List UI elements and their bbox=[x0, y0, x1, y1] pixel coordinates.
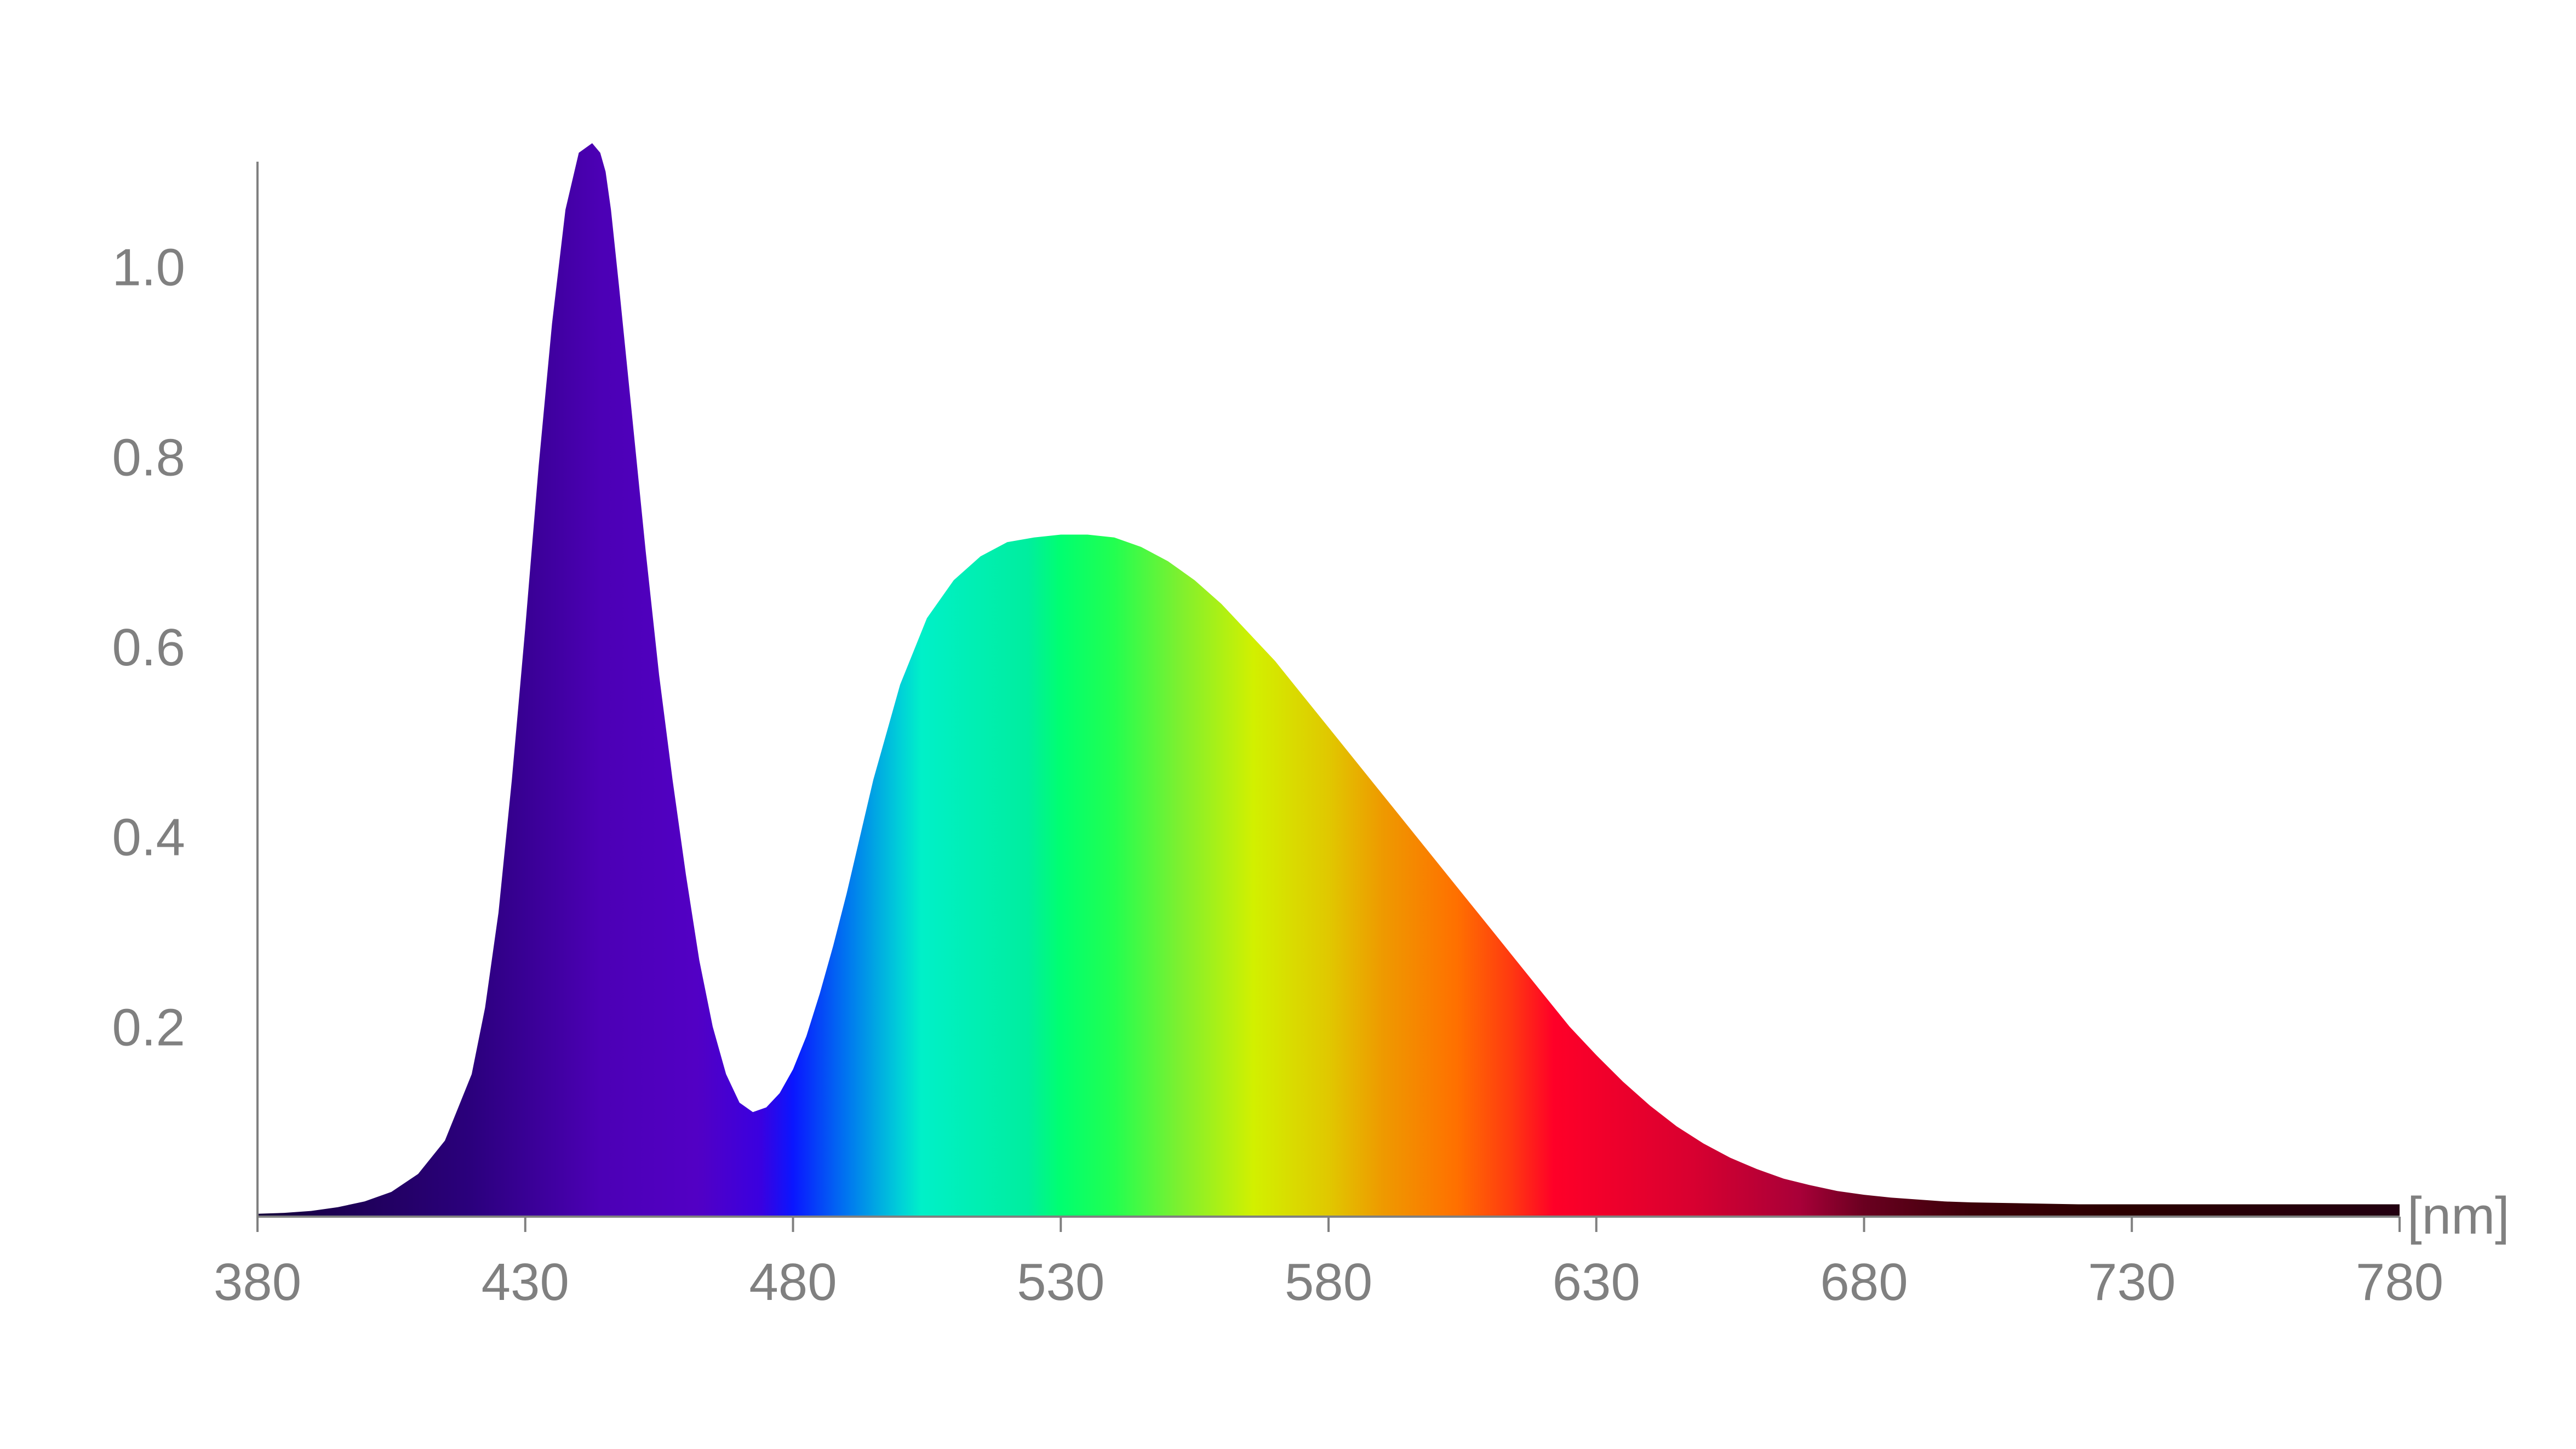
x-tick-label: 580 bbox=[1285, 1253, 1372, 1311]
spectrum-area bbox=[257, 143, 2400, 1217]
y-tick-label: 0.6 bbox=[112, 618, 185, 677]
x-tick-label: 380 bbox=[214, 1253, 301, 1311]
x-tick-label: 480 bbox=[749, 1253, 837, 1311]
y-tick-label: 0.2 bbox=[112, 998, 185, 1057]
y-tick-label: 0.8 bbox=[112, 428, 185, 487]
x-axis-ticks: 380 430 480 530 580 630 680 730 780 bbox=[214, 1217, 2443, 1311]
x-axis-unit-label: [nm] bbox=[2407, 1186, 2510, 1245]
plot-area bbox=[257, 143, 2400, 1217]
y-tick-label: 0.4 bbox=[112, 808, 185, 867]
y-axis-ticks: 0.2 0.4 0.6 0.8 1.0 bbox=[112, 238, 185, 1057]
x-tick-label: 530 bbox=[1017, 1253, 1104, 1311]
y-tick-label: 1.0 bbox=[112, 238, 185, 297]
x-tick-label: 430 bbox=[482, 1253, 569, 1311]
x-tick-label: 780 bbox=[2356, 1253, 2443, 1311]
x-tick-label: 730 bbox=[2088, 1253, 2176, 1311]
x-tick-label: 680 bbox=[1820, 1253, 1908, 1311]
x-tick-label: 630 bbox=[1553, 1253, 1640, 1311]
